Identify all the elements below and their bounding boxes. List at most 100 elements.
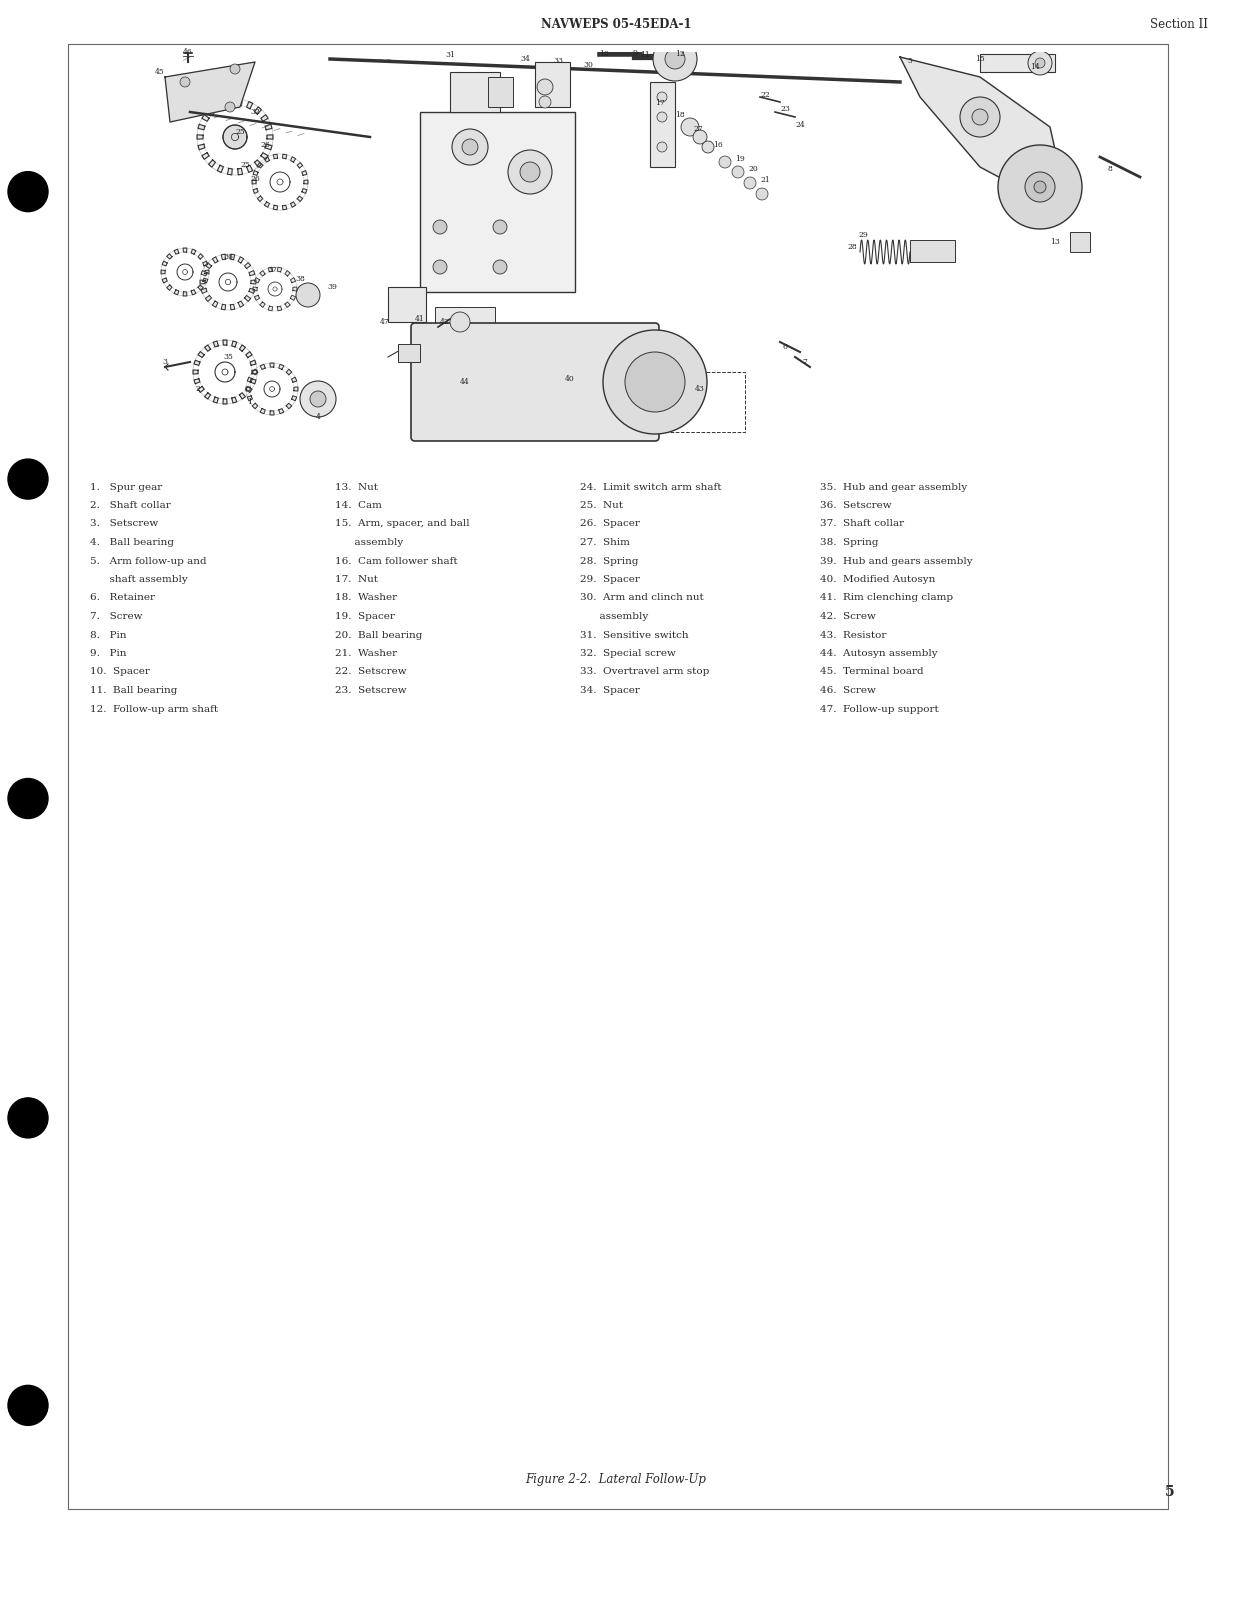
Polygon shape	[277, 267, 282, 271]
Polygon shape	[249, 270, 255, 276]
Circle shape	[653, 37, 697, 81]
Text: 12: 12	[676, 50, 684, 57]
Text: 2: 2	[196, 385, 201, 393]
Text: 20.  Ball bearing: 20. Ball bearing	[335, 631, 423, 639]
Circle shape	[296, 283, 321, 307]
Text: 43.  Resistor: 43. Resistor	[820, 631, 887, 639]
Text: 12.  Follow-up arm shaft: 12. Follow-up arm shaft	[90, 704, 218, 714]
Polygon shape	[184, 248, 187, 252]
Text: 33: 33	[552, 57, 563, 65]
Circle shape	[756, 188, 768, 200]
Text: 29: 29	[858, 232, 868, 240]
Polygon shape	[252, 279, 256, 284]
Text: 34.  Spacer: 34. Spacer	[580, 687, 640, 695]
Polygon shape	[253, 404, 258, 409]
Text: 11: 11	[640, 51, 650, 59]
Polygon shape	[239, 393, 245, 399]
Polygon shape	[201, 270, 207, 276]
Polygon shape	[291, 278, 296, 283]
Text: 39.  Hub and gears assembly: 39. Hub and gears assembly	[820, 556, 973, 565]
Polygon shape	[291, 377, 297, 382]
Polygon shape	[212, 257, 218, 264]
Text: 37.  Shaft collar: 37. Shaft collar	[820, 519, 904, 529]
Polygon shape	[265, 125, 272, 129]
Text: 17.  Nut: 17. Nut	[335, 575, 379, 585]
Text: Figure 2-2.  Lateral Follow-Up: Figure 2-2. Lateral Follow-Up	[525, 1474, 707, 1487]
Polygon shape	[202, 278, 208, 283]
Circle shape	[7, 778, 48, 819]
Text: 20: 20	[748, 164, 758, 172]
Polygon shape	[199, 284, 203, 291]
Polygon shape	[285, 270, 290, 276]
Text: 15: 15	[975, 54, 985, 62]
Text: 16: 16	[713, 141, 723, 149]
FancyBboxPatch shape	[450, 72, 501, 112]
Polygon shape	[239, 345, 245, 351]
Text: 16.  Cam follower shaft: 16. Cam follower shaft	[335, 556, 457, 565]
Text: 46: 46	[184, 48, 192, 56]
Text: 26: 26	[250, 176, 260, 184]
Polygon shape	[247, 166, 253, 172]
Circle shape	[520, 161, 540, 182]
Polygon shape	[227, 168, 232, 174]
Polygon shape	[270, 410, 274, 415]
Circle shape	[453, 129, 488, 164]
Circle shape	[300, 382, 337, 417]
Polygon shape	[285, 302, 290, 307]
Text: 1.   Spur gear: 1. Spur gear	[90, 482, 163, 492]
Text: 37: 37	[268, 267, 277, 275]
Text: 2.   Shaft collar: 2. Shaft collar	[90, 501, 170, 509]
Circle shape	[7, 171, 48, 212]
Polygon shape	[199, 386, 205, 393]
Text: 45.  Terminal board: 45. Terminal board	[820, 668, 924, 677]
Text: 47.  Follow-up support: 47. Follow-up support	[820, 704, 938, 714]
Polygon shape	[279, 409, 284, 414]
Polygon shape	[268, 134, 272, 139]
Text: assembly: assembly	[580, 612, 649, 621]
Polygon shape	[223, 340, 227, 345]
Polygon shape	[238, 99, 243, 105]
Polygon shape	[199, 351, 205, 358]
Polygon shape	[194, 378, 200, 383]
Polygon shape	[247, 386, 250, 391]
Polygon shape	[166, 254, 173, 259]
Text: 24: 24	[795, 121, 805, 129]
FancyBboxPatch shape	[388, 287, 425, 323]
FancyBboxPatch shape	[910, 240, 956, 262]
Text: 44: 44	[460, 378, 470, 386]
Circle shape	[508, 150, 552, 193]
Text: assembly: assembly	[335, 538, 403, 548]
Polygon shape	[286, 404, 292, 409]
Text: 8: 8	[1107, 164, 1112, 172]
Text: 47: 47	[380, 318, 390, 326]
Circle shape	[538, 78, 552, 94]
Polygon shape	[191, 249, 196, 254]
Circle shape	[657, 142, 667, 152]
Polygon shape	[291, 295, 296, 300]
Circle shape	[433, 220, 448, 235]
Text: 5.   Arm follow-up and: 5. Arm follow-up and	[90, 556, 207, 565]
Polygon shape	[297, 196, 302, 201]
Circle shape	[719, 157, 731, 168]
Polygon shape	[269, 307, 272, 311]
Text: 30.  Arm and clinch nut: 30. Arm and clinch nut	[580, 594, 704, 602]
Text: 46.  Screw: 46. Screw	[820, 687, 875, 695]
Polygon shape	[249, 289, 255, 294]
Polygon shape	[286, 369, 292, 375]
Circle shape	[493, 260, 507, 275]
Polygon shape	[199, 144, 205, 150]
Polygon shape	[166, 284, 173, 291]
Polygon shape	[282, 155, 287, 158]
Text: 35: 35	[223, 353, 233, 361]
Circle shape	[7, 458, 48, 500]
Polygon shape	[217, 166, 223, 172]
Text: 19: 19	[735, 155, 745, 163]
Polygon shape	[253, 188, 258, 193]
Bar	[68, 45, 1168, 1509]
Text: 23: 23	[780, 105, 790, 113]
Polygon shape	[174, 289, 179, 295]
Text: 22: 22	[760, 91, 769, 99]
Text: 34: 34	[520, 54, 530, 62]
Polygon shape	[202, 153, 210, 160]
Circle shape	[450, 311, 470, 332]
